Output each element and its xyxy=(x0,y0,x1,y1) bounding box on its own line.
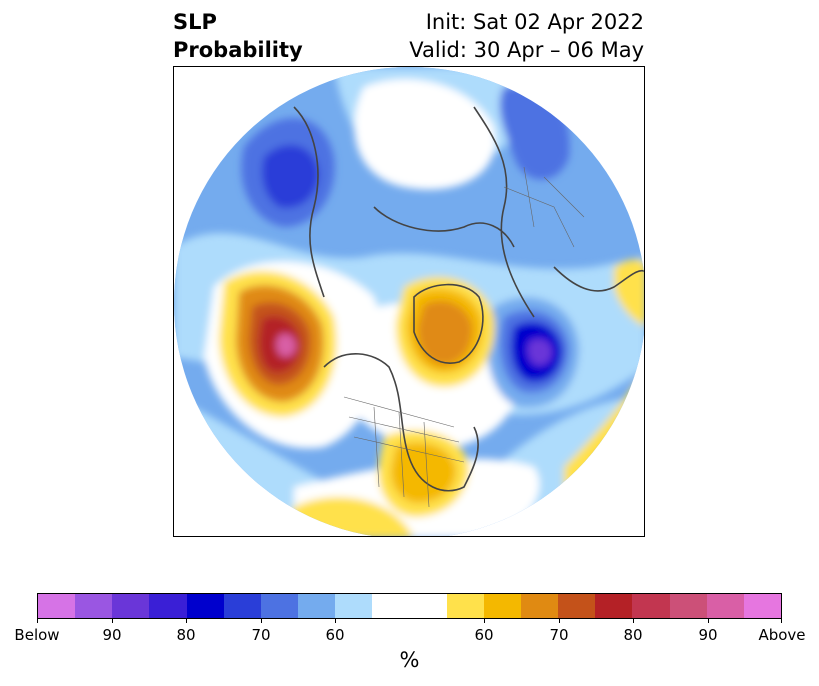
title-dates: Init: Sat 02 Apr 2022 Valid: 30 Apr – 06… xyxy=(409,8,644,64)
colorbar-tick-label: 90 xyxy=(698,626,718,644)
colorbar-bin-14 xyxy=(595,594,633,618)
colorbar-bin-0 xyxy=(38,594,76,618)
colorbar-tick-label: 80 xyxy=(176,626,196,644)
colorbar-bin-16 xyxy=(669,594,707,618)
colorbar-tick-mark xyxy=(559,618,560,623)
colorbar-bin-4 xyxy=(186,594,224,618)
coast-east-asia xyxy=(293,106,325,298)
colorbar xyxy=(37,593,782,619)
title-variable-line1: SLP xyxy=(173,10,217,34)
colorbar-bin-9 xyxy=(372,594,447,618)
eurasia-country-borders xyxy=(503,166,585,248)
contour-orange-greenland-70 xyxy=(417,300,473,365)
colorbar-tick-mark xyxy=(37,618,38,623)
contour-amber-eastus-65 xyxy=(391,442,456,503)
map-panel xyxy=(173,66,645,537)
colorbar-tick-mark xyxy=(112,618,113,623)
coast-arctic-siberia xyxy=(373,206,515,248)
valid-range: Valid: 30 Apr – 06 May xyxy=(409,38,644,62)
colorbar-bin-15 xyxy=(632,594,670,618)
political-borders xyxy=(343,166,585,508)
coast-scandinavia xyxy=(553,266,644,292)
colorbar-bin-2 xyxy=(112,594,150,618)
title-variable: SLP Probability xyxy=(173,8,303,64)
anomaly-contours xyxy=(174,67,644,536)
map-disk xyxy=(174,67,644,536)
colorbar-tick-label: 80 xyxy=(623,626,643,644)
contour-blue-siberia-80 xyxy=(262,145,319,208)
colorbar-bin-12 xyxy=(521,594,559,618)
colorbar-bin-8 xyxy=(335,594,373,618)
colorbar-tick-mark xyxy=(708,618,709,623)
colorbar-bin-1 xyxy=(75,594,113,618)
colorbar-tick-label: 60 xyxy=(474,626,494,644)
contour-yellow-europe-south xyxy=(614,259,644,327)
colorbar-bin-7 xyxy=(298,594,336,618)
colorbar-tick-mark xyxy=(186,618,187,623)
contour-pink-pacific-90 xyxy=(276,333,296,357)
colorbar-tick-mark xyxy=(484,618,485,623)
colorbar-ticks: Below 90 80 70 60 60 70 80 90 Above xyxy=(14,618,806,644)
colorbar-bin-13 xyxy=(558,594,596,618)
colorbar-bin-18 xyxy=(743,594,782,618)
coastlines xyxy=(293,106,644,492)
coast-europe xyxy=(473,106,535,318)
title-variable-line2: Probability xyxy=(173,38,303,62)
probability-map xyxy=(174,67,644,536)
init-date: Init: Sat 02 Apr 2022 xyxy=(425,10,644,34)
colorbar-tick-label: 60 xyxy=(325,626,345,644)
contour-blue-atlantic-90 xyxy=(527,338,552,366)
colorbar-bin-5 xyxy=(223,594,261,618)
us-state-borders xyxy=(343,396,465,508)
colorbar-bin-3 xyxy=(149,594,187,618)
colorbar-tick-label: Below xyxy=(14,626,60,644)
coast-north-america xyxy=(323,353,479,492)
colorbar-tick-label: 90 xyxy=(102,626,122,644)
colorbar-tick-label: Above xyxy=(758,626,806,644)
colorbar-tick-label: 70 xyxy=(549,626,569,644)
colorbar-tick-mark xyxy=(335,618,336,623)
colorbar-bin-11 xyxy=(483,594,522,618)
colorbar-bin-10 xyxy=(446,594,484,618)
colorbar-tick-label: 70 xyxy=(251,626,271,644)
coast-greenland xyxy=(413,283,484,364)
contour-white-pole xyxy=(354,79,496,190)
colorbar-tick-mark xyxy=(261,618,262,623)
colorbar-bin-17 xyxy=(706,594,744,618)
colorbar-unit-label: % xyxy=(399,648,420,672)
colorbar-tick-mark xyxy=(633,618,634,623)
colorbar-tick-mark xyxy=(781,618,782,623)
colorbar-bin-6 xyxy=(260,594,299,618)
